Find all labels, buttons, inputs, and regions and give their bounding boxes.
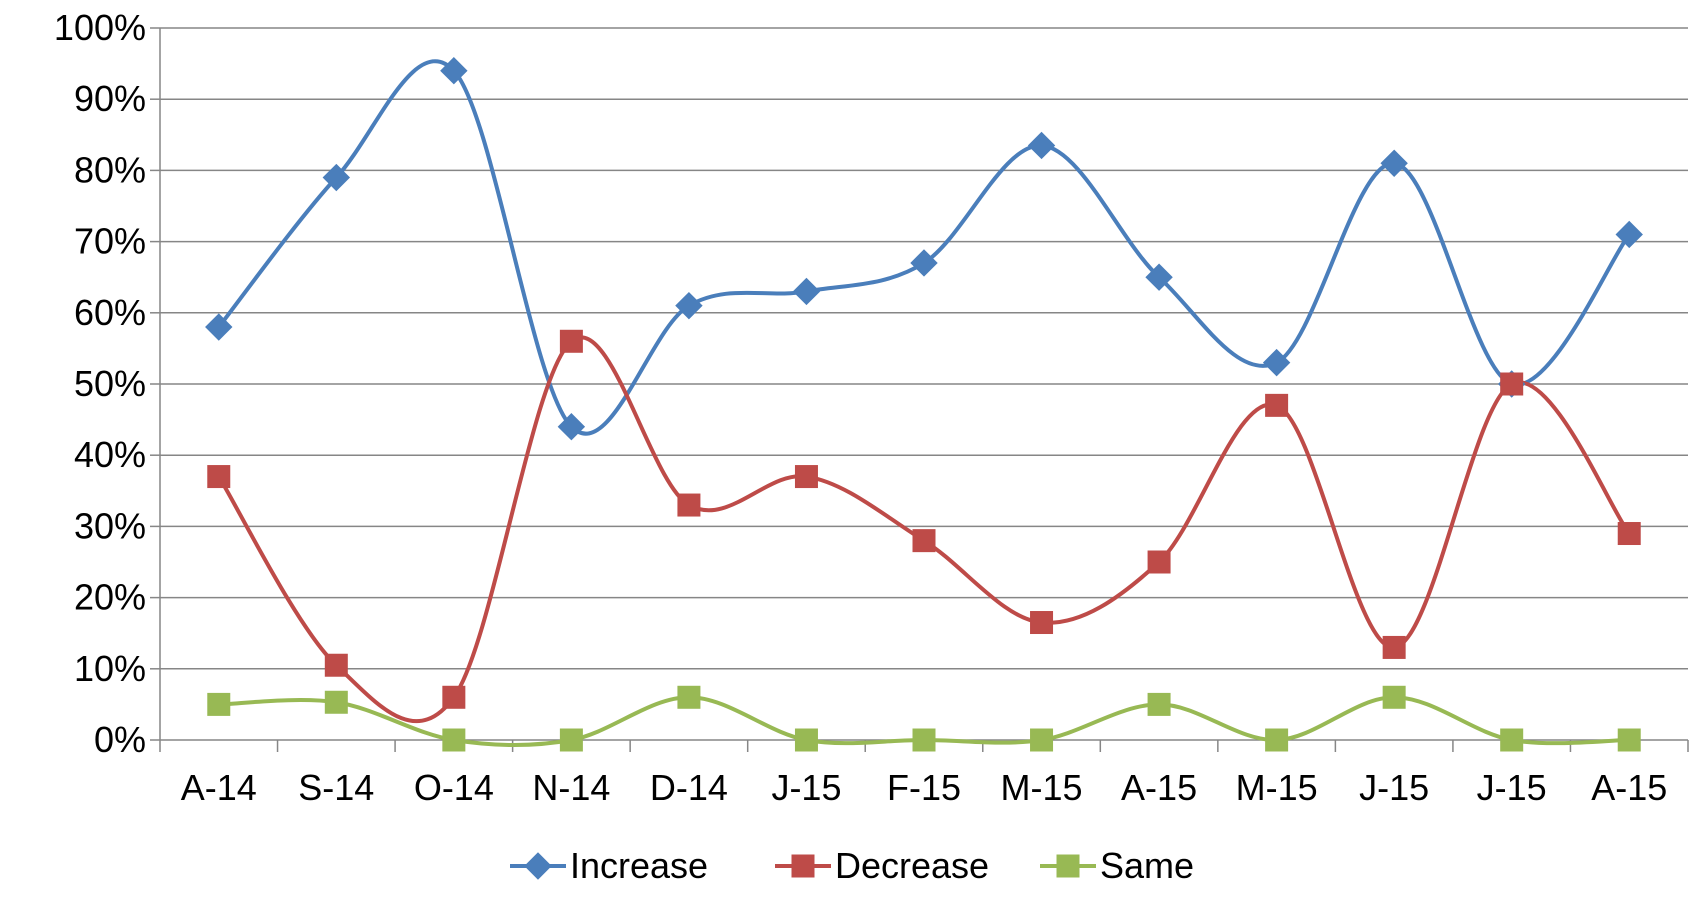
- data-point-marker: [440, 57, 468, 85]
- data-point-marker: [1030, 611, 1054, 635]
- x-tick-label: A-14: [181, 767, 257, 808]
- data-point-marker: [1382, 635, 1406, 659]
- x-tick-label: F-15: [887, 767, 961, 808]
- data-point-marker: [207, 465, 231, 489]
- data-point-marker: [792, 277, 821, 306]
- x-tick-label: A-15: [1121, 767, 1197, 808]
- data-point-marker: [324, 653, 348, 677]
- x-tick-label: D-14: [650, 767, 728, 808]
- data-point-marker: [1147, 692, 1171, 716]
- legend-marker: [524, 852, 552, 880]
- y-tick-label: 70%: [74, 221, 146, 262]
- legend-label: Increase: [570, 845, 708, 886]
- data-point-marker: [1027, 131, 1056, 160]
- data-point-marker: [1030, 728, 1054, 752]
- series-markers: [205, 57, 1643, 752]
- y-tick-label: 0%: [94, 719, 146, 760]
- data-point-marker: [1145, 263, 1173, 291]
- x-tick-label: O-14: [414, 767, 494, 808]
- data-point-marker: [677, 685, 701, 709]
- data-point-marker: [557, 413, 586, 441]
- data-point-marker: [912, 728, 936, 752]
- x-tick-label: M-15: [1001, 767, 1083, 808]
- x-tick-label: N-14: [532, 767, 610, 808]
- x-tick-label: M-15: [1236, 767, 1318, 808]
- data-point-marker: [794, 728, 818, 752]
- data-point-marker: [1617, 728, 1641, 752]
- data-point-marker: [322, 163, 351, 192]
- data-point-marker: [324, 690, 348, 714]
- data-point-marker: [1265, 728, 1289, 752]
- data-point-marker: [1380, 149, 1408, 177]
- data-point-marker: [207, 692, 231, 716]
- legend-marker: [1056, 854, 1080, 878]
- data-point-marker: [1382, 685, 1406, 709]
- y-tick-label: 60%: [74, 292, 146, 333]
- data-point-marker: [1262, 348, 1291, 377]
- gridlines: [160, 27, 1688, 670]
- y-tick-label: 20%: [74, 577, 146, 618]
- x-tick-label: S-14: [298, 767, 374, 808]
- y-tick-label: 100%: [54, 7, 146, 48]
- data-point-marker: [559, 728, 583, 752]
- data-point-marker: [442, 728, 466, 752]
- y-tick-label: 30%: [74, 505, 146, 546]
- data-point-marker: [442, 685, 466, 709]
- data-point-marker: [912, 529, 936, 553]
- legend-item: Same: [1040, 845, 1194, 886]
- data-point-marker: [910, 249, 938, 277]
- series-lines: [217, 59, 1631, 748]
- legend-item: Increase: [510, 845, 708, 886]
- legend-marker: [791, 854, 815, 878]
- x-tick-label: J-15: [771, 767, 841, 808]
- tick-labels: 0% 10% 20% 30% 40% 50% 60% 70% 80% 90% 100% A-14 S-1…: [54, 7, 1667, 808]
- y-tick-label: 90%: [74, 78, 146, 119]
- series-line-1: [217, 59, 1631, 436]
- axes: [150, 27, 1689, 752]
- data-point-marker: [675, 291, 703, 320]
- y-tick-label: 50%: [74, 363, 146, 404]
- y-tick-label: 40%: [74, 434, 146, 475]
- data-point-marker: [1500, 372, 1524, 396]
- legend-label: Same: [1100, 845, 1194, 886]
- data-point-marker: [794, 465, 818, 489]
- legend-item: Decrease: [775, 845, 989, 886]
- data-point-marker: [205, 313, 233, 341]
- x-tick-label: J-15: [1477, 767, 1547, 808]
- x-tick-label: J-15: [1359, 767, 1429, 808]
- y-tick-label: 80%: [74, 149, 146, 190]
- y-tick-label: 10%: [74, 648, 146, 689]
- data-point-marker: [1615, 220, 1643, 249]
- legend-label: Decrease: [835, 845, 989, 886]
- data-point-marker: [1147, 550, 1171, 574]
- data-point-marker: [1265, 393, 1289, 417]
- data-point-marker: [677, 493, 701, 517]
- data-point-marker: [1617, 522, 1641, 546]
- data-point-marker: [1500, 728, 1524, 752]
- x-tick-label: A-15: [1591, 767, 1667, 808]
- data-point-marker: [559, 329, 583, 353]
- legend: Increase Decrease Same: [510, 845, 1194, 886]
